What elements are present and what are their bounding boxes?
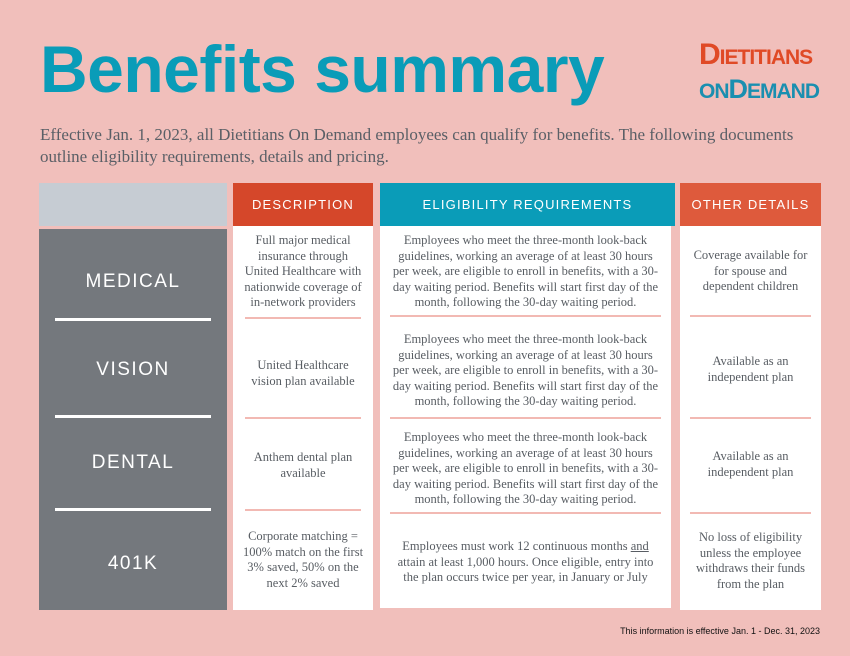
row-label-vision: VISION [96, 359, 170, 380]
description-401k: Corporate matching = 100% match on the f… [242, 529, 364, 590]
row-label-401k: 401K [107, 553, 159, 574]
row-divider [55, 318, 211, 321]
cell-divider [690, 315, 811, 317]
eligibility-column: Employees who meet the three-month look-… [380, 226, 671, 608]
dietitians-on-demand-logo: DIETITIANS ONDEMAND [699, 38, 820, 106]
cell-divider [690, 512, 811, 514]
other-401k: No loss of eligibility unless the employ… [695, 530, 805, 591]
header-other-details: OTHER DETAILS [680, 183, 821, 226]
cell-divider [245, 417, 361, 419]
eligibility-vision: Employees who meet the three-month look-… [392, 332, 659, 408]
header-description: DESCRIPTION [233, 183, 373, 226]
cell-divider [390, 417, 661, 419]
description-medical: Full major medical insurance through Uni… [244, 233, 362, 309]
header-blank [39, 183, 227, 226]
cell-divider [690, 417, 811, 419]
eligibility-401k: Employees must work 12 continuous months… [397, 539, 654, 584]
cell-divider [390, 315, 661, 317]
row-label-dental: DENTAL [91, 452, 175, 473]
description-dental: Anthem dental plan available [253, 450, 353, 480]
other-vision: Available as an independent plan [707, 354, 794, 384]
description-column: Full major medical insurance through Uni… [233, 226, 373, 610]
cell-divider [390, 512, 661, 514]
eligibility-medical: Employees who meet the three-month look-… [392, 233, 659, 309]
footer-note: This information is effective Jan. 1 - D… [620, 626, 820, 636]
page-title: Benefits summary [40, 32, 605, 106]
intro-paragraph: Effective Jan. 1, 2023, all Dietitians O… [40, 125, 794, 166]
other-medical: Coverage available for for spouse and de… [693, 248, 808, 293]
row-label-medical: MEDICAL [85, 271, 181, 292]
header-eligibility: ELIGIBILITY REQUIREMENTS [380, 183, 675, 226]
other-details-column: Coverage available for for spouse and de… [680, 226, 821, 610]
eligibility-dental: Employees who meet the three-month look-… [392, 430, 659, 506]
row-divider [55, 508, 211, 511]
cell-divider [245, 509, 361, 511]
row-divider [55, 415, 211, 418]
logo-line-1: DIETITIANS [699, 38, 813, 71]
cell-divider [245, 317, 361, 319]
row-label-column: MEDICAL VISION DENTAL 401K [39, 229, 227, 610]
description-vision: United Healthcare vision plan available [251, 358, 355, 388]
other-dental: Available as an independent plan [707, 449, 794, 479]
logo-line-2: ONDEMAND [699, 74, 820, 104]
